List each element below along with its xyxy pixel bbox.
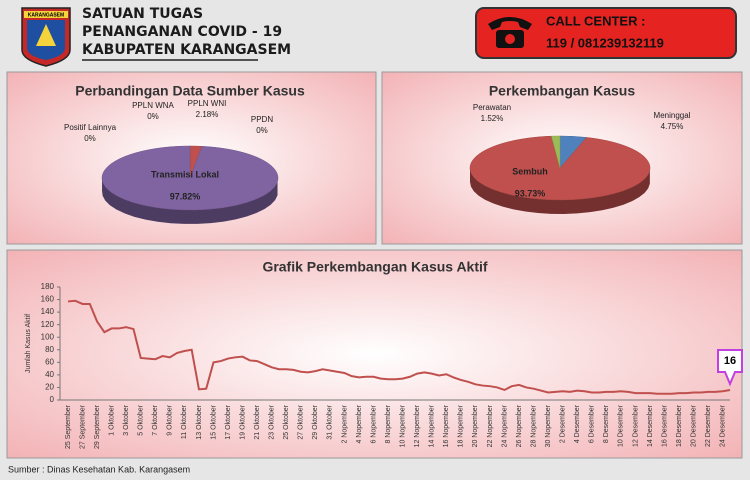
callout-label: 16 (724, 355, 736, 367)
slice-value: 1.52% (481, 114, 504, 123)
slice-value: 2.18% (196, 110, 219, 119)
call-center-box (475, 7, 737, 59)
y-tick-label: 100 (41, 332, 55, 341)
x-tick-label: 6 Nopember (370, 404, 377, 443)
x-tick-label: 14 Desember (647, 404, 654, 447)
y-tick-label: 180 (41, 282, 55, 291)
x-tick-label: 18 Nopember (458, 404, 465, 447)
x-tick-label: 12 Nopember (414, 404, 421, 447)
x-tick-label: 7 Oktober (152, 404, 159, 435)
x-tick-label: 27 Oktober (298, 404, 305, 439)
x-tick-label: 24 Desember (720, 404, 727, 447)
call-center-numbers: 119 / 081239132119 (546, 35, 664, 50)
x-tick-label: 10 Nopember (399, 404, 406, 447)
y-tick-label: 0 (50, 395, 55, 404)
x-tick-label: 19 Oktober (239, 404, 246, 439)
slice-value: 93.73% (515, 188, 546, 198)
pie-side (102, 176, 278, 224)
x-tick-label: 10 Desember (618, 404, 625, 447)
x-tick-label: 23 Oktober (269, 404, 276, 439)
x-tick-label: 9 Oktober (167, 404, 174, 435)
x-tick-label: 13 Oktober (196, 404, 203, 439)
x-tick-label: 24 Nopember (501, 404, 508, 447)
header-line: SATUAN TUGAS (82, 6, 203, 22)
slice-label: Meninggal (654, 111, 691, 120)
slice-label: PPLN WNA (132, 101, 174, 110)
y-tick-label: 40 (45, 370, 54, 379)
x-tick-label: 8 Desember (603, 404, 610, 443)
pie-side (470, 167, 650, 214)
slice-value: 0% (256, 126, 268, 135)
phone-icon (488, 17, 532, 48)
pie-slice (101, 145, 279, 211)
x-tick-label: 18 Desember (676, 404, 683, 447)
x-tick-label: 11 Oktober (181, 404, 188, 439)
x-tick-label: 4 Nopember (356, 404, 363, 443)
x-tick-label: 15 Oktober (210, 404, 217, 439)
y-tick-label: 160 (41, 295, 55, 304)
x-tick-label: 2 Desember (560, 404, 567, 443)
x-tick-label: 26 Nopember (516, 404, 523, 447)
x-tick-label: 21 Oktober (254, 404, 261, 439)
x-tick-label: 5 Oktober (138, 404, 145, 435)
x-tick-label: 8 Nopember (385, 404, 392, 443)
slice-value: 97.82% (170, 191, 201, 201)
x-tick-label: 2 Nopember (341, 404, 348, 443)
slice-label: Positif Lainnya (64, 123, 117, 132)
x-tick-label: 30 Nopember (545, 404, 552, 447)
data-line (67, 299, 731, 395)
chart-title: Perbandingan Data Sumber Kasus (75, 83, 305, 99)
x-tick-label: 6 Desember (589, 404, 596, 443)
x-tick-label: 1 Oktober (108, 404, 115, 435)
chart-title: Grafik Perkembangan Kasus Aktif (262, 259, 487, 275)
slice-label: Transmisi Lokal (151, 169, 219, 179)
header-line: KABUPATEN KARANGASEM (82, 42, 291, 58)
slice-label: PPDN (251, 115, 273, 124)
source: Sumber : Dinas Kesehatan Kab. Karangasem (8, 464, 190, 474)
x-tick-label: 25 September (65, 404, 72, 449)
y-axis-label: Jumlah Kasus Aktif (25, 314, 32, 373)
x-tick-label: 16 Nopember (443, 404, 450, 447)
chart-title: Perkembangan Kasus (489, 83, 635, 99)
y-tick-label: 80 (45, 345, 54, 354)
logo-text: KARANGASEM (28, 12, 64, 18)
x-tick-label: 14 Nopember (429, 404, 436, 447)
x-tick-label: 20 Desember (690, 404, 697, 447)
x-tick-label: 22 Nopember (487, 404, 494, 447)
x-tick-label: 3 Oktober (123, 404, 130, 435)
x-tick-label: 4 Desember (574, 404, 581, 443)
slice-label: PPLN WNI (188, 99, 227, 108)
x-tick-label: 16 Desember (661, 404, 668, 447)
x-tick-label: 28 Nopember (530, 404, 537, 447)
pie-slice (469, 135, 651, 201)
y-tick-label: 140 (41, 307, 55, 316)
x-tick-label: 25 Oktober (283, 404, 290, 439)
x-tick-label: 27 September (79, 404, 86, 449)
slice-label: Sembuh (512, 166, 548, 176)
x-tick-label: 12 Desember (632, 404, 639, 447)
x-tick-label: 29 September (94, 404, 101, 449)
slice-value: 4.75% (661, 122, 684, 131)
x-tick-label: 22 Desember (705, 404, 712, 447)
y-tick-label: 60 (45, 357, 54, 366)
callout (717, 348, 743, 387)
x-tick-label: 17 Oktober (225, 404, 232, 439)
slice-value: 0% (84, 134, 96, 143)
panel (6, 249, 743, 459)
call-center-label: CALL CENTER : (546, 13, 645, 28)
x-tick-label: 29 Oktober (312, 404, 319, 439)
slice-label: Perawatan (473, 103, 511, 112)
x-tick-label: 31 Oktober (327, 404, 334, 439)
y-tick-label: 120 (41, 320, 55, 329)
pie-slice (551, 135, 561, 169)
logo: KARANGASEM (21, 7, 71, 67)
slice-value: 0% (147, 112, 159, 121)
x-tick-label: 20 Nopember (472, 404, 479, 447)
y-tick-label: 20 (45, 383, 54, 392)
header-line: PENANGANAN COVID - 19 (82, 24, 282, 40)
